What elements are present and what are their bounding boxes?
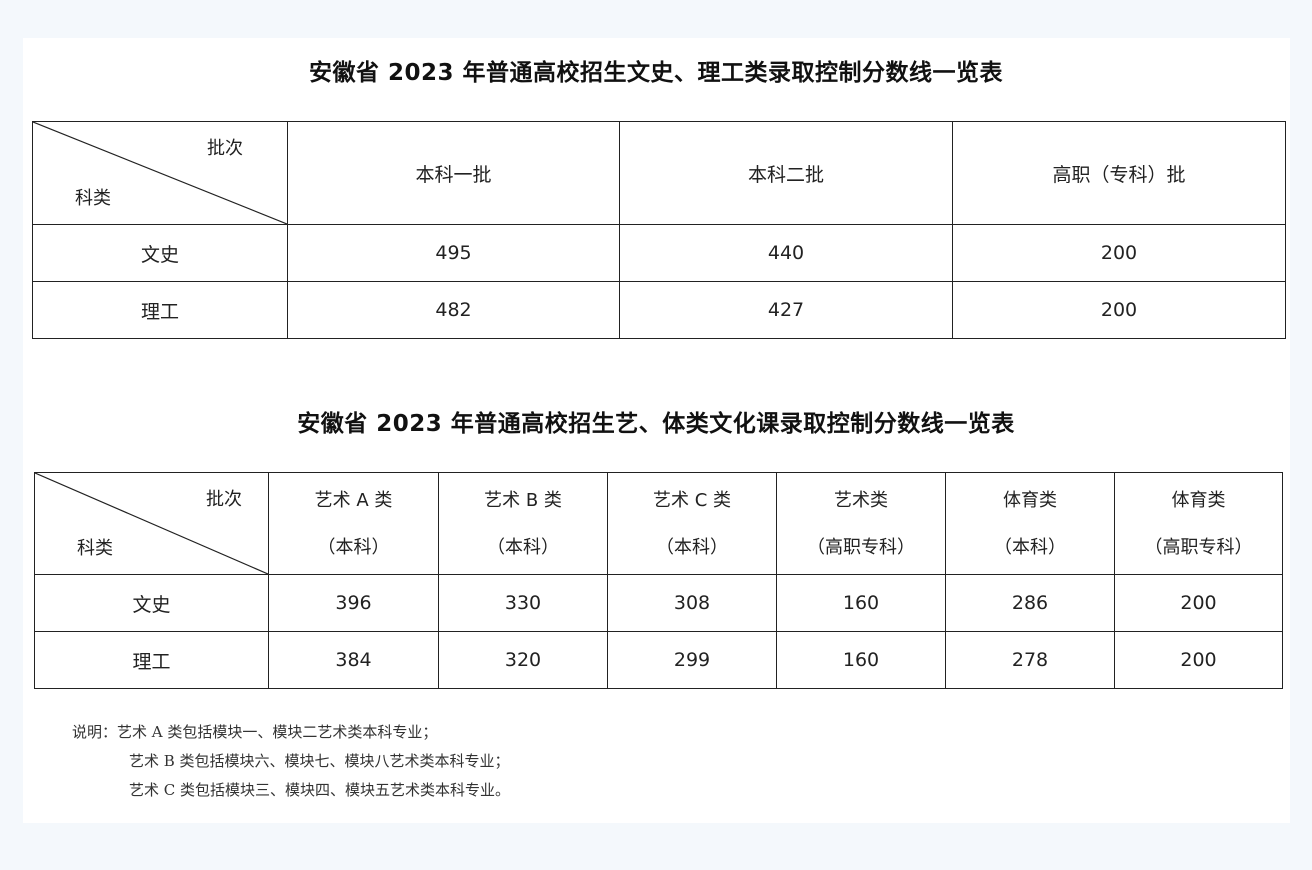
score-cell: 495 xyxy=(287,224,620,282)
header-line2: （高职专科） xyxy=(807,536,915,558)
header-line2: （本科） xyxy=(656,536,728,558)
note-line: 艺术 C 类包括模块三、模块四、模块五艺术类本科专业。 xyxy=(129,781,511,799)
score-cell: 200 xyxy=(1114,631,1283,689)
header-cell: 体育类 （高职专科） xyxy=(1114,472,1283,575)
score-cell: 200 xyxy=(1114,574,1283,632)
table2-title: 安徽省 2023 年普通高校招生艺、体类文化课录取控制分数线一览表 xyxy=(297,411,1015,437)
score-cell: 200 xyxy=(952,281,1286,339)
score-cell: 308 xyxy=(607,574,777,632)
row-label: 理工 xyxy=(32,281,288,339)
row-label: 文史 xyxy=(32,224,288,282)
row-label: 理工 xyxy=(34,631,269,689)
table1: 批次 科类 本科一批 本科二批 高职（专科）批 文史 495 440 200 理… xyxy=(32,121,1286,339)
score-cell: 396 xyxy=(268,574,439,632)
header-line1: 艺术 B 类 xyxy=(484,489,562,511)
header-line2: （本科） xyxy=(994,536,1066,558)
table1-header-row: 批次 科类 本科一批 本科二批 高职（专科）批 xyxy=(32,121,1286,225)
corner-category-label: 科类 xyxy=(75,188,111,209)
header-line1: 艺术 A 类 xyxy=(314,489,393,511)
score-cell: 320 xyxy=(438,631,608,689)
table2-header-row: 批次 科类 艺术 A 类 （本科） 艺术 B 类 （本科） 艺术 C 类 （本科） 艺… xyxy=(34,472,1283,575)
header-line2: （高职专科） xyxy=(1144,536,1253,558)
score-cell: 384 xyxy=(268,631,439,689)
corner-cell: 批次 科类 xyxy=(34,472,269,575)
header-cell: 高职（专科）批 xyxy=(952,121,1286,225)
header-cell: 艺术 C 类 （本科） xyxy=(607,472,777,575)
header-cell: 体育类 （本科） xyxy=(945,472,1115,575)
table-row: 文史 495 440 200 xyxy=(32,224,1286,282)
corner-batch-label: 批次 xyxy=(207,138,243,159)
score-cell: 286 xyxy=(945,574,1115,632)
score-cell: 330 xyxy=(438,574,608,632)
header-line1: 体育类 xyxy=(1003,489,1057,511)
table-row: 理工 384 320 299 160 278 200 xyxy=(34,631,1283,689)
score-cell: 278 xyxy=(945,631,1115,689)
corner-cell: 批次 科类 xyxy=(32,121,288,225)
score-cell: 200 xyxy=(952,224,1286,282)
header-line1: 艺术 C 类 xyxy=(652,489,731,511)
header-cell: 艺术 A 类 （本科） xyxy=(268,472,439,575)
score-cell: 160 xyxy=(776,574,946,632)
table-row: 理工 482 427 200 xyxy=(32,281,1286,339)
corner-category-label: 科类 xyxy=(77,538,113,559)
header-line2: （本科） xyxy=(487,536,559,558)
score-cell: 299 xyxy=(607,631,777,689)
corner-batch-label: 批次 xyxy=(206,489,242,510)
header-cell: 本科二批 xyxy=(619,121,953,225)
note-line: 说明：艺术 A 类包括模块一、模块二艺术类本科专业； xyxy=(72,723,438,741)
table1-title: 安徽省 2023 年普通高校招生文史、理工类录取控制分数线一览表 xyxy=(308,60,1004,86)
score-cell: 427 xyxy=(619,281,953,339)
header-line1: 体育类 xyxy=(1171,489,1226,511)
score-cell: 160 xyxy=(776,631,946,689)
notes: 说明：艺术 A 类包括模块一、模块二艺术类本科专业； 艺术 B 类包括模块六、模… xyxy=(72,718,510,805)
header-cell: 本科一批 xyxy=(287,121,620,225)
header-cell: 艺术类 （高职专科） xyxy=(776,472,946,575)
header-line1: 艺术类 xyxy=(834,489,888,511)
score-cell: 440 xyxy=(619,224,953,282)
row-label: 文史 xyxy=(34,574,269,632)
table2: 批次 科类 艺术 A 类 （本科） 艺术 B 类 （本科） 艺术 C 类 （本科） 艺… xyxy=(34,472,1283,689)
header-line2: （本科） xyxy=(317,536,390,558)
table-row: 文史 396 330 308 160 286 200 xyxy=(34,574,1283,632)
note-line: 艺术 B 类包括模块六、模块七、模块八艺术类本科专业； xyxy=(129,752,510,770)
score-cell: 482 xyxy=(287,281,620,339)
header-cell: 艺术 B 类 （本科） xyxy=(438,472,608,575)
